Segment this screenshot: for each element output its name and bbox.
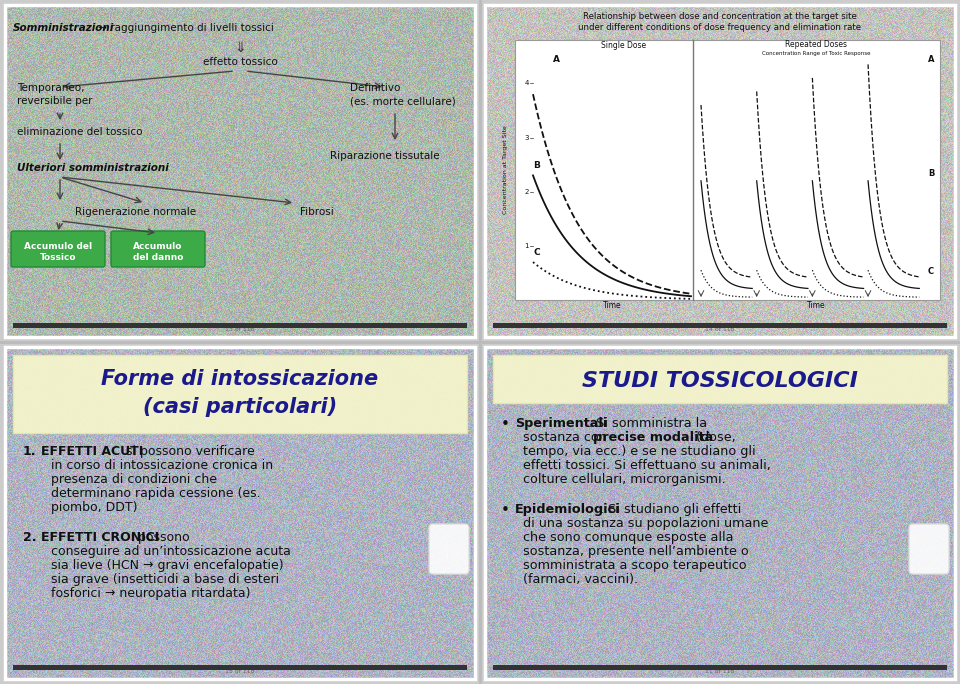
- Text: 4: 4: [524, 80, 529, 86]
- Text: Ulteriori somministrazioni: Ulteriori somministrazioni: [17, 163, 169, 173]
- Text: •: •: [501, 503, 510, 518]
- Text: possono: possono: [134, 531, 190, 544]
- Text: del danno: del danno: [132, 253, 183, 262]
- Text: Time: Time: [806, 301, 826, 310]
- FancyBboxPatch shape: [493, 355, 947, 403]
- Text: Repeated Doses: Repeated Doses: [785, 40, 847, 49]
- Text: somministrata a scopo terapeutico: somministrata a scopo terapeutico: [523, 559, 747, 572]
- Text: . Si studiano gli effetti: . Si studiano gli effetti: [600, 503, 742, 516]
- Text: in corso di intossicazione cronica in: in corso di intossicazione cronica in: [51, 459, 274, 472]
- Text: Accumulo del: Accumulo del: [24, 242, 92, 251]
- FancyBboxPatch shape: [429, 524, 469, 574]
- Text: Forme di intossicazione: Forme di intossicazione: [102, 369, 378, 389]
- Text: eliminazione del tossico: eliminazione del tossico: [17, 127, 142, 137]
- Text: Riparazione tissutale: Riparazione tissutale: [330, 151, 440, 161]
- Text: Time: Time: [603, 301, 621, 310]
- FancyBboxPatch shape: [13, 355, 467, 433]
- Text: colture cellulari, microrganismi.: colture cellulari, microrganismi.: [523, 473, 726, 486]
- Text: Temporaneo,: Temporaneo,: [17, 83, 84, 93]
- Text: (casi particolari): (casi particolari): [143, 397, 337, 417]
- Bar: [13, 665, 467, 670]
- Text: sia grave (insetticidi a base di esteri: sia grave (insetticidi a base di esteri: [51, 573, 279, 586]
- Text: Accumulo: Accumulo: [133, 242, 182, 251]
- Text: effetti tossici. Si effettuano su animali,: effetti tossici. Si effettuano su animal…: [523, 459, 771, 472]
- Text: presenza di condizioni che: presenza di condizioni che: [51, 473, 217, 486]
- Text: ⇓: ⇓: [234, 41, 246, 55]
- Text: under different conditions of dose frequency and elimination rate: under different conditions of dose frequ…: [579, 23, 861, 32]
- Text: Definitivo: Definitivo: [350, 83, 400, 93]
- Bar: [13, 323, 467, 328]
- Bar: [5, 347, 475, 679]
- Text: tempo, via ecc.) e se ne studiano gli: tempo, via ecc.) e se ne studiano gli: [523, 445, 756, 458]
- Text: Relationship between dose and concentration at the target site: Relationship between dose and concentrat…: [583, 12, 857, 21]
- Text: precise modalità: precise modalità: [593, 431, 713, 444]
- Text: che sono comunque esposte alla: che sono comunque esposte alla: [523, 531, 733, 544]
- Text: Rigenerazione normale: Rigenerazione normale: [75, 207, 196, 217]
- Text: determinano rapida cessione (es.: determinano rapida cessione (es.: [51, 487, 260, 500]
- Text: 2.: 2.: [23, 531, 36, 544]
- Text: C: C: [533, 248, 540, 257]
- Text: 14 of 118: 14 of 118: [706, 327, 734, 332]
- Text: 11 of 118: 11 of 118: [706, 669, 734, 674]
- Text: A: A: [553, 55, 560, 64]
- Text: Epidemiologici: Epidemiologici: [515, 503, 620, 516]
- Text: 15 of 118: 15 of 118: [226, 669, 254, 674]
- Bar: [5, 5, 475, 337]
- Text: di una sostanza su popolazioni umane: di una sostanza su popolazioni umane: [523, 517, 768, 530]
- Text: •: •: [501, 417, 510, 432]
- Text: C: C: [928, 267, 934, 276]
- FancyBboxPatch shape: [111, 231, 205, 267]
- Bar: [485, 347, 955, 679]
- Text: 2: 2: [524, 189, 529, 195]
- Text: B: B: [533, 161, 540, 170]
- Text: A: A: [928, 55, 934, 64]
- Text: (farmaci, vaccini).: (farmaci, vaccini).: [523, 573, 638, 586]
- Text: effetto tossico: effetto tossico: [203, 57, 277, 67]
- Text: Sperimentali: Sperimentali: [515, 417, 608, 430]
- Text: fosforici → neuropatia ritardata): fosforici → neuropatia ritardata): [51, 587, 251, 600]
- Text: Fibrosi: Fibrosi: [300, 207, 334, 217]
- Text: sostanza con: sostanza con: [523, 431, 611, 444]
- Text: 3: 3: [524, 135, 529, 140]
- Text: Concentration at Target Site: Concentration at Target Site: [502, 126, 508, 214]
- Text: (dose,: (dose,: [692, 431, 736, 444]
- Bar: [493, 665, 947, 670]
- Text: (es. morte cellulare): (es. morte cellulare): [350, 96, 456, 106]
- Bar: [485, 5, 955, 337]
- Text: piombo, DDT): piombo, DDT): [51, 501, 137, 514]
- Text: si possono verificare: si possono verificare: [122, 445, 254, 458]
- Text: Concentration Range of Toxic Response: Concentration Range of Toxic Response: [761, 51, 871, 56]
- Text: reversibile per: reversibile per: [17, 96, 92, 106]
- Text: → raggiungimento di livelli tossici: → raggiungimento di livelli tossici: [95, 23, 274, 33]
- Text: sostanza, presente nell’ambiente o: sostanza, presente nell’ambiente o: [523, 545, 749, 558]
- FancyBboxPatch shape: [909, 524, 949, 574]
- Bar: [493, 323, 947, 328]
- Text: Single Dose: Single Dose: [601, 41, 647, 50]
- Text: Tossico: Tossico: [39, 253, 76, 262]
- Text: conseguire ad un’intossicazione acuta: conseguire ad un’intossicazione acuta: [51, 545, 291, 558]
- FancyBboxPatch shape: [11, 231, 105, 267]
- Text: 1: 1: [524, 243, 529, 249]
- Bar: [515, 40, 940, 300]
- Text: STUDI TOSSICOLOGICI: STUDI TOSSICOLOGICI: [582, 371, 858, 391]
- Text: EFFETTI CRONICI: EFFETTI CRONICI: [41, 531, 159, 544]
- Text: Somministrazioni: Somministrazioni: [13, 23, 114, 33]
- Text: EFFETTI ACUTI: EFFETTI ACUTI: [41, 445, 143, 458]
- Text: 13 of 118: 13 of 118: [226, 327, 254, 332]
- Text: B: B: [928, 169, 934, 178]
- Text: 1.: 1.: [23, 445, 36, 458]
- Text: sia lieve (HCN → gravi encefalopatie): sia lieve (HCN → gravi encefalopatie): [51, 559, 283, 572]
- Text: . Si somministra la: . Si somministra la: [588, 417, 708, 430]
